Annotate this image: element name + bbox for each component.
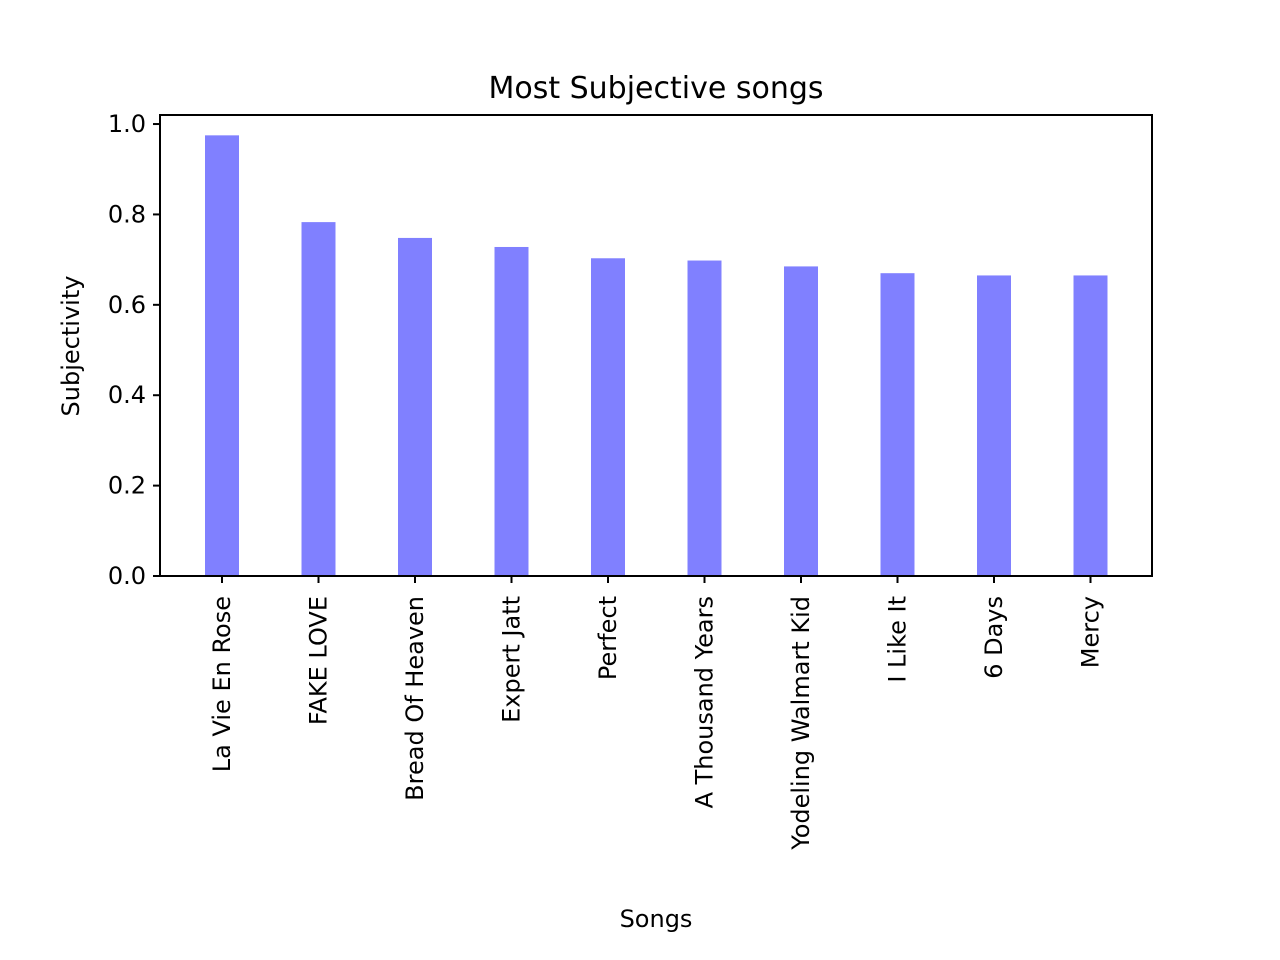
y-tick-label: 0.8 bbox=[108, 200, 146, 228]
x-tick-label: Mercy bbox=[1077, 596, 1105, 668]
bars-group bbox=[205, 135, 1108, 577]
bar bbox=[494, 246, 529, 577]
x-tick-label: Bread Of Heaven bbox=[401, 596, 429, 801]
y-axis-ticks: 0.0 0.2 0.4 0.6 0.8 1.0 bbox=[108, 110, 160, 590]
plot-frame bbox=[159, 114, 1153, 577]
bar bbox=[784, 266, 818, 576]
y-tick-label: 0.4 bbox=[108, 381, 146, 409]
x-tick-label: 6 Days bbox=[980, 596, 1008, 679]
x-axis-label: Songs bbox=[620, 905, 693, 933]
x-tick-label: Expert Jatt bbox=[498, 596, 526, 723]
bar bbox=[398, 237, 432, 576]
x-tick-label: Yodeling Walmart Kid bbox=[787, 596, 815, 851]
x-tick-label: A Thousand Years bbox=[691, 596, 719, 808]
bar bbox=[687, 260, 722, 576]
x-tick-label: La Vie En Rose bbox=[208, 596, 236, 772]
y-tick-label: 0.0 bbox=[108, 562, 146, 590]
bar bbox=[301, 222, 336, 577]
y-tick-label: 0.6 bbox=[108, 291, 146, 319]
x-axis-ticks: La Vie En Rose FAKE LOVE Bread Of Heaven Ex… bbox=[208, 576, 1105, 851]
bar bbox=[591, 258, 625, 576]
y-tick-label: 0.2 bbox=[108, 472, 146, 500]
bar bbox=[880, 273, 915, 576]
bar bbox=[205, 135, 239, 576]
x-tick-label: Perfect bbox=[594, 596, 622, 680]
x-tick-label: FAKE LOVE bbox=[305, 596, 333, 725]
bar bbox=[1073, 275, 1108, 576]
x-tick-label: I Like It bbox=[884, 596, 912, 683]
chart-title: Most Subjective songs bbox=[488, 71, 823, 106]
y-axis-label: Subjectivity bbox=[57, 276, 85, 417]
y-tick-label: 1.0 bbox=[108, 110, 146, 138]
bar bbox=[977, 275, 1011, 576]
